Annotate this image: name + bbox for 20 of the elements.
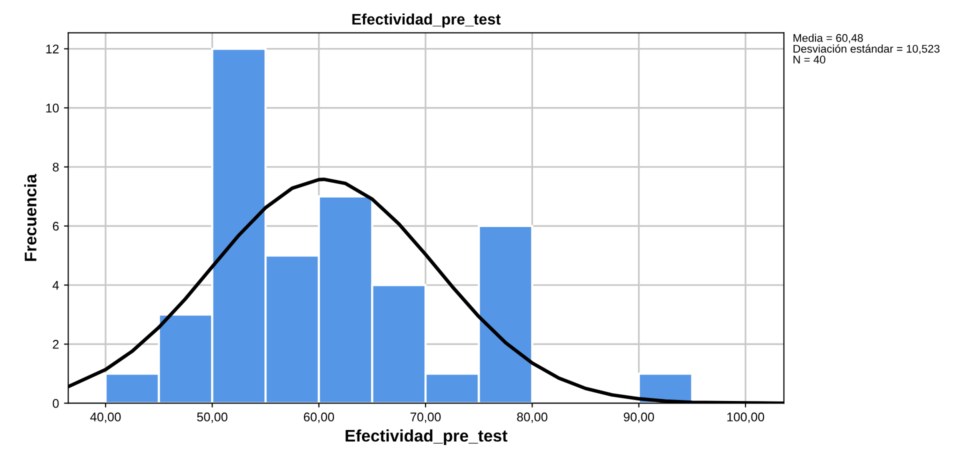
y-tick-label: 0 — [52, 399, 59, 408]
y-axis-title: Frecuencia — [24, 174, 36, 261]
y-tick-label: 12 — [46, 44, 59, 54]
y-tick-label: 2 — [52, 340, 59, 349]
x-tick-label: 70,00 — [410, 412, 441, 423]
x-tick-label: 90,00 — [624, 412, 654, 423]
x-tick-label: 40,00 — [90, 412, 121, 423]
y-tick-label: 8 — [52, 162, 59, 172]
text: Desviación estándar = 10,523 — [794, 44, 940, 54]
text: N = 40 — [794, 56, 826, 64]
text: Media = 60,48 — [794, 34, 863, 44]
y-tick-label: 6 — [52, 222, 59, 231]
x-tick-label: 80,00 — [517, 412, 548, 423]
x-tick-label: 100,00 — [727, 412, 764, 423]
x-axis-title: Efectividad_pre_test — [346, 429, 508, 445]
chart-title: Efectividad_pre_test — [352, 13, 501, 28]
x-tick-label: 50,00 — [197, 412, 228, 423]
y-tick-label: 4 — [52, 280, 59, 290]
x-tick-label: 60,00 — [304, 412, 334, 423]
y-tick-label: 10 — [46, 104, 59, 113]
